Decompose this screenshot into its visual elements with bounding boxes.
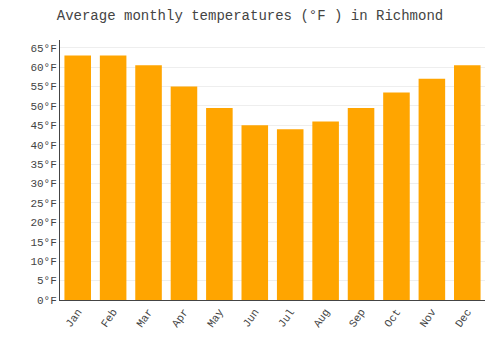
- svg-text:20°F: 20°F: [30, 217, 56, 229]
- svg-text:5°F: 5°F: [37, 275, 57, 287]
- svg-text:40°F: 40°F: [30, 140, 56, 152]
- svg-text:30°F: 30°F: [30, 178, 56, 190]
- svg-text:Sep: Sep: [347, 307, 368, 330]
- svg-text:0°F: 0°F: [37, 295, 57, 307]
- svg-text:Mar: Mar: [134, 307, 155, 330]
- svg-text:Aug: Aug: [311, 307, 332, 330]
- svg-text:50°F: 50°F: [30, 101, 56, 113]
- svg-text:Nov: Nov: [418, 306, 439, 329]
- svg-text:Dec: Dec: [453, 307, 474, 330]
- svg-text:35°F: 35°F: [30, 159, 56, 171]
- svg-text:Jun: Jun: [241, 307, 262, 330]
- svg-text:Jan: Jan: [63, 307, 84, 330]
- svg-text:Apr: Apr: [170, 307, 191, 330]
- svg-text:10°F: 10°F: [30, 256, 56, 268]
- svg-text:Feb: Feb: [99, 307, 120, 330]
- svg-text:45°F: 45°F: [30, 120, 56, 132]
- svg-text:Oct: Oct: [382, 307, 403, 330]
- svg-text:65°F: 65°F: [30, 43, 56, 55]
- svg-text:May: May: [205, 306, 226, 329]
- svg-text:15°F: 15°F: [30, 237, 56, 249]
- svg-text:55°F: 55°F: [30, 81, 56, 93]
- svg-text:Average monthly temperatures (: Average monthly temperatures (°F ) in Ri…: [57, 8, 443, 24]
- svg-text:60°F: 60°F: [30, 62, 56, 74]
- svg-text:Jul: Jul: [276, 307, 297, 330]
- svg-text:25°F: 25°F: [30, 198, 56, 210]
